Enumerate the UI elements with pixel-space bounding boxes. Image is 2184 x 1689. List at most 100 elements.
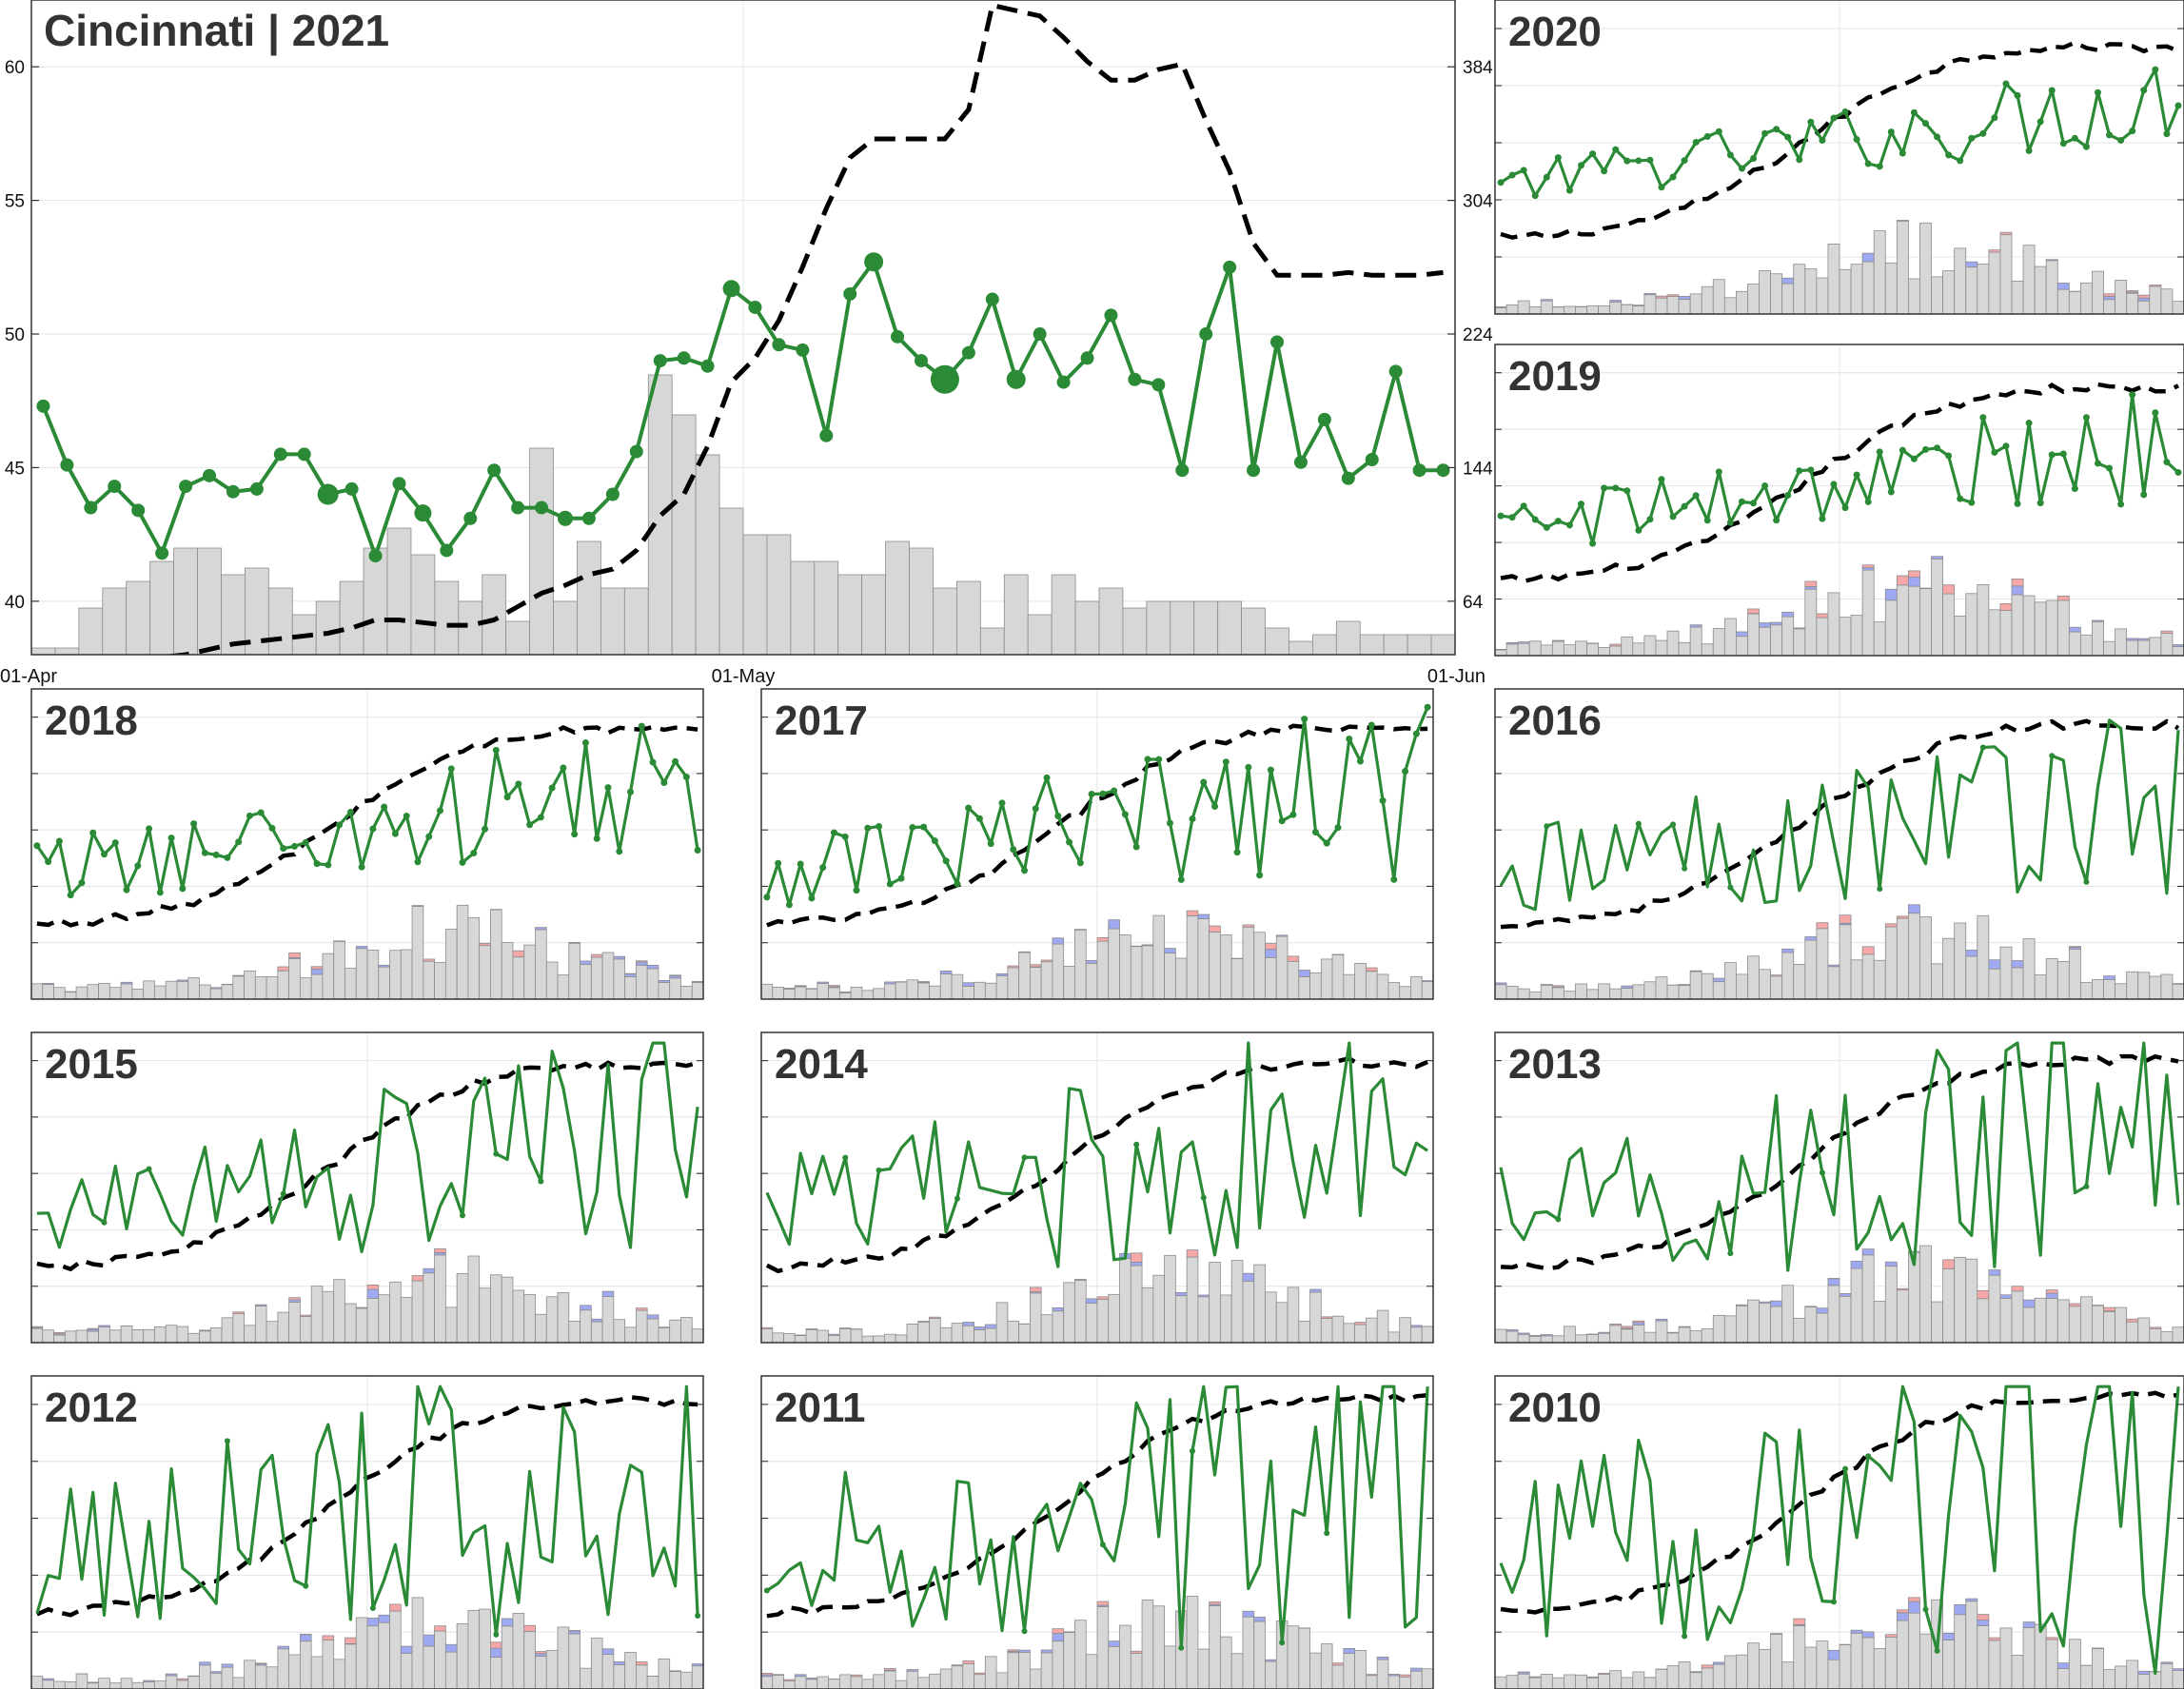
panel-2011-bar [895, 1679, 908, 1689]
panel-2020-bar [2103, 299, 2116, 315]
panel-2020-bar [1621, 304, 1634, 315]
panel-2017-bar [1287, 960, 1300, 1000]
main-point [796, 343, 810, 357]
panel-2012-bar [378, 1621, 390, 1689]
panel-2017-bar-blue [1265, 949, 1277, 958]
main-point [511, 501, 525, 515]
panel-2020-bar [2022, 245, 2036, 315]
panel-2016-point [1979, 744, 1986, 751]
panel-2020-bar [1919, 222, 1932, 315]
panel-2017-point [920, 823, 928, 831]
panel-2013-bar [2045, 1297, 2058, 1344]
panel-2019-point [1703, 517, 1711, 524]
panel-2017-bar [884, 983, 896, 1000]
panel-2014-bar-pink [1074, 1279, 1087, 1281]
panel-2017-point [819, 864, 827, 872]
panel-2010-bar [1884, 1637, 1898, 1689]
panel-2016-bar-blue [1908, 904, 1920, 914]
panel-2012-bar-blue [42, 1678, 54, 1681]
panel-2020-bar-blue [1678, 295, 1691, 300]
panel-2014-bar [817, 1329, 829, 1344]
panel-2014-bar [1387, 1331, 1401, 1344]
panel-2016-bar-blue [1678, 984, 1691, 986]
panel-2013-bar [1701, 1328, 1714, 1344]
panel-2017-bar [1119, 934, 1131, 1000]
panel-2020-point [1681, 157, 1688, 165]
panel-2016-bar [1528, 992, 1542, 1000]
panel-2013-bar [1494, 1328, 1507, 1344]
panel-2018-bar [199, 984, 211, 1000]
panel-2016-bar [1999, 946, 2013, 1000]
panel-2015-bar [423, 1272, 436, 1344]
main-bar [623, 587, 649, 656]
panel-2019-point [1910, 455, 1918, 462]
panel-2011-bar-blue [1387, 1674, 1401, 1677]
panel-2015-bar [680, 1317, 693, 1344]
panel-2010-bar [1861, 1637, 1875, 1689]
panel-2017-bar [805, 988, 818, 1000]
panel-2013-bar [1747, 1299, 1760, 1344]
panel-2014-bar [1366, 1317, 1378, 1344]
right-tick-label: 144 [1463, 459, 1493, 479]
panel-2018-bar-pink [568, 942, 580, 944]
panel-2012-bar [590, 1638, 603, 1689]
panel-2017-point [1032, 805, 1039, 813]
panel-2014-bar [962, 1325, 974, 1344]
panel-2010-bar-blue [2160, 1661, 2174, 1664]
panel-2017-bar [1141, 945, 1154, 1000]
panel-2010-bar-blue [2092, 1647, 2104, 1650]
panel-2014-bar-blue [1410, 1325, 1423, 1328]
panel-2013-bar [1861, 1254, 1875, 1344]
panel-2010-bar [1770, 1634, 1783, 1689]
main-bar [647, 374, 673, 656]
panel-2015-bar-blue [646, 1314, 659, 1320]
panel-2011-bar [828, 1679, 840, 1689]
panel-2010-bar-blue [2137, 1670, 2151, 1675]
panel-2014-bar [1063, 1282, 1075, 1344]
panel-2017-bar-blue [1141, 944, 1154, 947]
panel-2018-point [111, 839, 119, 847]
panel-2015-point [538, 1178, 544, 1185]
panel-2018-point [403, 812, 410, 819]
panel-2020-point [1601, 167, 1608, 175]
panel-2017-bar-blue [1298, 970, 1310, 977]
panel-2019-point [1899, 446, 1906, 454]
left-tick-label: 40 [5, 593, 25, 613]
panel-2016-frame [1494, 688, 2184, 1000]
panel-2013-bar [1873, 1301, 1886, 1344]
panel-2010-point [1865, 1453, 1872, 1460]
panel-2018-point [447, 765, 455, 773]
panel-2015-bar [444, 1306, 458, 1344]
panel-2017-bar [974, 981, 986, 1000]
panel-2016-bar-blue [1804, 936, 1818, 941]
panel-2018-bar [680, 985, 693, 1000]
panel-2019-point [2129, 391, 2136, 399]
panel-2020-point [2059, 140, 2067, 147]
panel-2019-point [1979, 414, 1987, 422]
panel-2017-bar [1052, 943, 1065, 1000]
panel-2018-bar [535, 929, 547, 1000]
panel-2011-bar [1096, 1605, 1110, 1689]
panel-2020-point [1715, 128, 1722, 135]
panel-2012-bar [87, 1682, 100, 1689]
panel-2012-bar-blue [143, 1679, 155, 1682]
panel-2020-bar [1736, 290, 1748, 315]
panel-2015-bar [131, 1329, 145, 1344]
panel-2018-bar-pink [479, 942, 491, 947]
panel-2014-bar [1085, 1303, 1098, 1344]
panel-2013-bar [1827, 1285, 1840, 1344]
panel-2020-point [1784, 133, 1792, 141]
panel-2019-point [1658, 476, 1665, 483]
panel-2012-bar [98, 1678, 110, 1689]
panel-2015-bar-pink [53, 1332, 66, 1335]
main-bar [766, 534, 792, 656]
panel-2019-point [2106, 464, 2114, 472]
panel-2010-bar [1712, 1663, 1725, 1689]
panel-2010-green-line [1499, 1385, 2180, 1676]
panel-2017-bar-pink [1366, 967, 1378, 972]
panel-2018-point [268, 824, 276, 832]
main-bar [78, 607, 104, 656]
panel-2019-point [1876, 448, 1883, 456]
main-point [414, 504, 432, 522]
panel-2018-bar [42, 984, 54, 1000]
